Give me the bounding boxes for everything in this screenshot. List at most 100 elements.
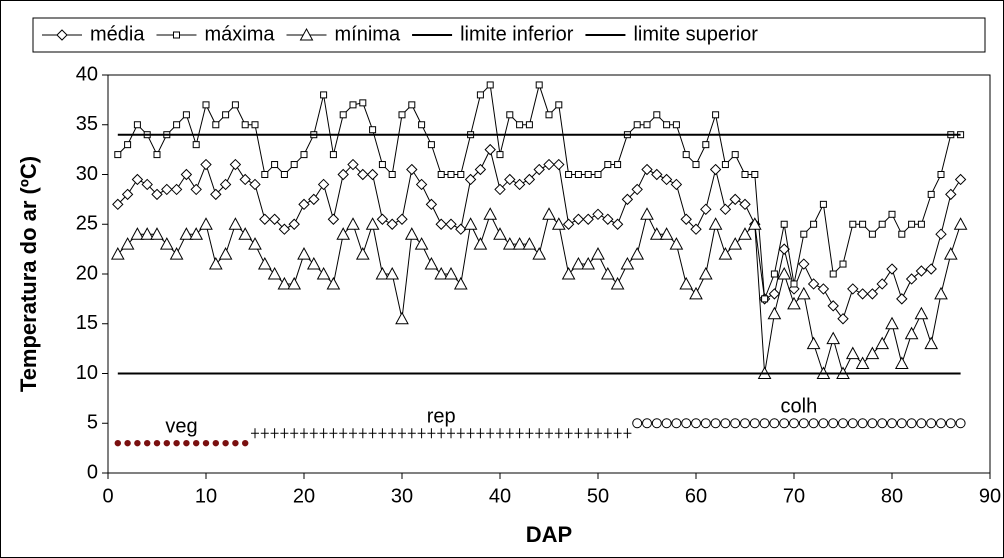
diamond-marker [954,173,967,186]
phase-label: colh [781,396,818,418]
circle-marker [730,418,741,429]
circle-marker [887,418,897,429]
triangle-marker [767,306,782,320]
diamond-marker [337,168,349,181]
plus-marker [349,428,357,439]
triangle-marker [620,257,635,270]
plus-marker [368,428,377,439]
square-marker [476,91,484,99]
x-tick-label: 40 [489,485,511,507]
square-marker [770,270,778,278]
diamond-marker [288,218,300,230]
diamond-marker [572,213,585,225]
diamond-marker [680,213,692,225]
plus-marker [427,428,436,439]
plus-marker [525,428,534,439]
triangle-marker [463,217,478,230]
square-marker [535,81,543,89]
triangle-marker [306,257,321,270]
square-marker [790,280,798,288]
diamond-marker [690,223,702,235]
triangle-marker [953,217,968,230]
plus-marker [388,428,397,439]
diamond-marker [445,218,457,230]
square-marker [378,161,386,169]
triangle-marker [218,247,233,260]
diamond-marker [700,203,712,216]
triangle-marker [885,316,899,330]
diamond-marker [709,163,722,176]
diamond-marker [582,213,594,225]
square-marker [653,111,661,119]
dot-marker [232,439,239,447]
triangle-marker [355,247,370,260]
y-tick-label: 5 [87,412,98,434]
triangle-marker [277,276,292,290]
plus-marker [574,428,583,439]
triangle-marker [640,207,654,220]
plus-marker [535,428,544,439]
y-tick-label: 40 [76,63,98,85]
diamond-marker [553,158,565,171]
square-marker [261,171,269,178]
dot-marker [173,439,180,447]
circle-marker [642,418,652,429]
dot-marker [153,439,161,447]
triangle-marker [806,336,821,350]
plus-marker [613,428,622,439]
triangle-marker [346,217,360,230]
diamond-marker [161,183,173,196]
plus-marker [545,428,553,439]
square-marker [663,121,671,129]
triangle-marker [845,346,860,360]
plus-marker [329,428,338,439]
square-marker [114,151,122,159]
square-marker [418,121,426,129]
diamond-marker [366,168,379,181]
diamond-marker [660,173,673,186]
circle-marker [759,418,770,429]
diamond-marker [406,163,418,176]
diamond-marker [847,283,859,295]
triangle-marker [669,237,684,250]
square-marker [271,161,279,169]
triangle-marker [551,217,566,230]
dot-marker [144,439,151,447]
x-tick-label: 60 [685,485,707,507]
diamond-marker [915,265,928,277]
y-tick-label: 15 [76,312,98,334]
plus-marker [623,428,632,439]
square-marker [555,101,563,109]
plus-marker [447,428,455,439]
y-tick-label: 0 [87,461,98,483]
square-marker [153,151,161,159]
circle-marker [818,418,829,429]
diamond-marker [376,213,389,225]
x-tick-label: 50 [587,485,609,507]
triangle-marker [689,286,703,300]
x-tick-label: 80 [881,485,903,507]
triangle-marker [336,227,351,240]
diamond-marker [876,278,888,290]
circle-marker [936,418,946,429]
square-marker [496,151,504,159]
square-marker [839,260,847,268]
plus-marker [505,428,514,439]
diamond-marker [455,223,467,235]
diamond-marker [259,213,271,225]
square-marker [222,111,230,119]
triangle-marker [326,276,341,290]
triangle-marker [424,257,439,270]
diamond-marker [935,228,947,240]
diamond-marker [896,293,908,305]
triangle-marker [453,276,468,290]
plus-marker [466,428,475,439]
square-marker [369,126,377,134]
triangle-marker [493,227,507,240]
circle-marker [661,418,672,429]
diamond-marker [592,208,604,221]
square-marker [692,161,700,169]
circle-marker [740,418,750,429]
circle-marker [945,418,956,429]
